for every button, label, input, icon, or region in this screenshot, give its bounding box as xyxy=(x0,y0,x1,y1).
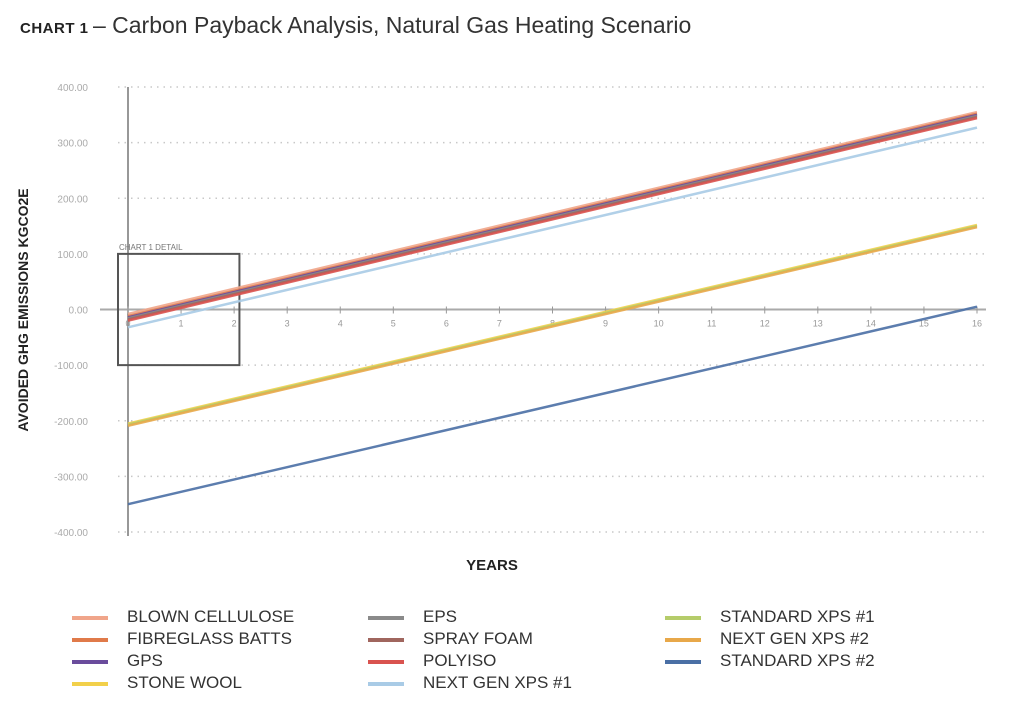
legend-label: SPRAY FOAM xyxy=(423,629,533,648)
legend-swatch xyxy=(665,616,701,620)
x-tick-label: 9 xyxy=(603,319,608,329)
chart-title: CHART 1 – Carbon Payback Analysis, Natur… xyxy=(20,12,691,39)
x-tick-label: 10 xyxy=(654,319,664,329)
x-tick-label: 15 xyxy=(919,319,929,329)
y-tick-label: 400.00 xyxy=(57,83,88,94)
legend-swatch xyxy=(368,638,404,642)
y-axis-label: AVOIDED GHG EMISSIONS KGCO2E xyxy=(15,188,31,431)
y-tick-label: -400.00 xyxy=(54,528,88,539)
y-tick-label: 300.00 xyxy=(57,139,88,150)
legend-swatch xyxy=(72,682,108,686)
legend-swatch xyxy=(368,616,404,620)
legend-swatch xyxy=(368,682,404,686)
x-tick-label: 2 xyxy=(232,319,237,329)
x-tick-label: 5 xyxy=(391,319,396,329)
x-tick-label: 6 xyxy=(444,319,449,329)
legend-swatch xyxy=(72,660,108,664)
x-tick-label: 0 xyxy=(125,319,130,329)
legend-label: BLOWN CELLULOSE xyxy=(127,607,295,626)
legend-swatch xyxy=(368,660,404,664)
x-tick-label: 3 xyxy=(285,319,290,329)
series-line-standard-xps-2 xyxy=(127,305,978,506)
legend-label: POLYISO xyxy=(423,651,497,670)
x-tick-label: 16 xyxy=(972,319,982,329)
y-tick-label: -100.00 xyxy=(54,361,88,372)
x-tick-label: 11 xyxy=(707,319,716,329)
series-line-polyiso xyxy=(127,116,978,322)
y-tick-label: 100.00 xyxy=(57,250,88,261)
series-line-next-gen-xps-1 xyxy=(127,126,978,329)
x-tick-label: 13 xyxy=(813,319,823,329)
legend-label: NEXT GEN XPS #2 xyxy=(720,629,869,648)
y-tick-label: -300.00 xyxy=(54,472,88,483)
legend-swatch xyxy=(665,638,701,642)
x-tick-label: 1 xyxy=(179,319,184,329)
series-line-next-gen-xps-2 xyxy=(127,225,978,427)
chart-title-text: – Carbon Payback Analysis, Natural Gas H… xyxy=(92,12,692,38)
legend-label: STONE WOOL xyxy=(127,673,242,692)
x-axis-label: YEARS xyxy=(466,557,518,574)
y-tick-label: 0.00 xyxy=(69,306,89,317)
chart-detail-label: CHART 1 DETAIL xyxy=(119,243,183,252)
x-tick-label: 4 xyxy=(338,319,343,329)
legend-label: STANDARD XPS #1 xyxy=(720,607,875,626)
chart-detail-box xyxy=(117,252,241,367)
chart-number: CHART 1 xyxy=(20,20,89,37)
x-tick-label: 14 xyxy=(866,319,876,329)
legend-swatch xyxy=(72,638,108,642)
legend-label: NEXT GEN XPS #1 xyxy=(423,673,572,692)
legend-label: FIBREGLASS BATTS xyxy=(127,629,293,648)
series-line-blown-cellulose xyxy=(127,110,978,316)
y-tick-label: -200.00 xyxy=(54,417,88,428)
x-tick-label: 12 xyxy=(760,319,770,329)
y-tick-label: 200.00 xyxy=(57,194,88,205)
legend-label: STANDARD XPS #2 xyxy=(720,651,875,670)
legend-swatch xyxy=(72,616,108,620)
legend-label: GPS xyxy=(127,651,163,670)
x-tick-label: 7 xyxy=(497,319,502,329)
legend-swatch xyxy=(665,660,701,664)
legend-label: EPS xyxy=(423,607,458,626)
